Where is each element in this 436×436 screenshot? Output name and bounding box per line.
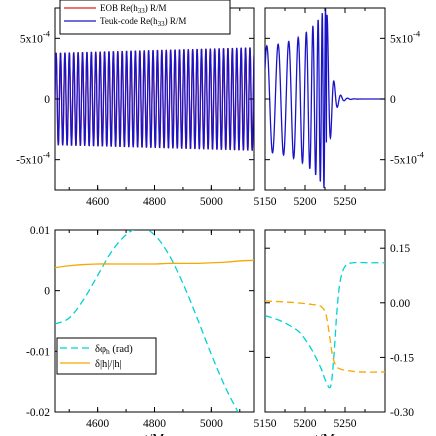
legend-box (59, 0, 231, 35)
legend-label: δφh (rad) (95, 344, 133, 356)
y-tick-label: -0.01 (26, 346, 50, 358)
series-line (55, 230, 239, 412)
data-layer (55, 47, 254, 151)
y-tick-label: 0 (44, 94, 50, 106)
x-axis-title: t/M (315, 432, 336, 436)
legend: δφh (rad) δ|h|/|h| (56, 337, 157, 375)
x-tick-label: 5250 (334, 418, 357, 430)
y-tick-label: -0.30 (390, 407, 414, 419)
panel-top-right: 5150 5200 5250 5x10-4 0 -5x10-4 (254, 7, 425, 208)
series-line (55, 259, 254, 269)
x-tick-label: 4800 (143, 196, 166, 208)
y-tick-label: 0 (390, 94, 396, 106)
data-layer (265, 8, 385, 188)
y-tick-label: -5x10-4 (16, 150, 51, 167)
plot-frame (54, 229, 255, 413)
x-tick-label: 5000 (200, 418, 223, 430)
x-tick-label: 5250 (334, 196, 357, 208)
y-tick-label: 0.01 (30, 225, 50, 237)
data-layer (265, 261, 385, 389)
x-tick-label: 4800 (143, 418, 166, 430)
panel-bottom-right: 5150 5200 5250 0.15 0.00 -0.15 -0.30 t/M (254, 229, 414, 436)
x-tick-label: 5200 (294, 418, 317, 430)
legend-label: EOB Re(h33) R/M (100, 3, 167, 15)
data-layer (55, 230, 254, 412)
y-tick-label: -0.15 (390, 352, 414, 364)
y-tick-label: 5x10-4 (390, 28, 421, 45)
y-tick-label: -5x10-4 (390, 150, 425, 167)
panel-top-left: 4600 4800 5000 5x10-4 0 -5x10-4 EOB Re(h33) R/… (16, 0, 255, 208)
x-tick-label: 5150 (254, 418, 277, 430)
x-tick-label: 4600 (86, 418, 109, 430)
series-line (265, 261, 385, 389)
y-tick-label: 5x10-4 (20, 28, 51, 45)
x-tick-label: 5000 (200, 196, 223, 208)
series-line (265, 8, 385, 188)
plot-frame (264, 229, 386, 413)
y-tick-label: 0 (44, 286, 50, 298)
series-line (55, 47, 254, 151)
y-tick-label: -0.02 (26, 407, 50, 419)
x-tick-label: 5200 (294, 196, 317, 208)
y-tick-label: 0.00 (390, 298, 410, 310)
x-axis-title: t/M (144, 432, 165, 436)
x-tick-label: 5150 (254, 196, 277, 208)
y-tick-label: 0.15 (390, 243, 410, 255)
x-tick-label: 4600 (86, 196, 109, 208)
legend-label: Teuk-code Re(h33) R/M (100, 16, 186, 28)
legend-box (56, 337, 157, 375)
legend-label: δ|h|/|h| (95, 359, 122, 370)
series-line (265, 300, 385, 373)
